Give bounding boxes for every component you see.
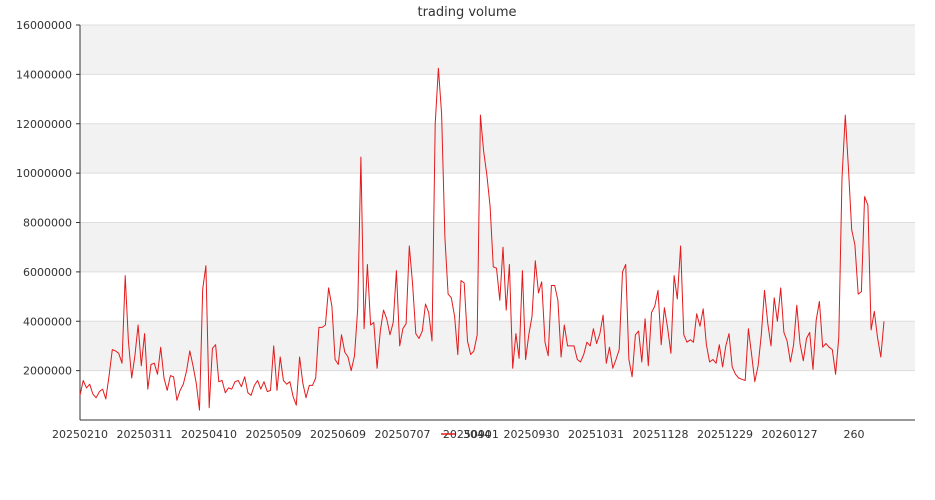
x-tick-label: 20250410 (181, 428, 237, 441)
series-layer (79, 67, 885, 411)
series-line-3044 (79, 67, 885, 411)
x-tick-label: 20251031 (568, 428, 624, 441)
y-tick-label: 8000000 (23, 217, 72, 230)
x-tick-label: 260 (844, 428, 865, 441)
x-tick-label: 20250509 (246, 428, 302, 441)
y-tick-label: 4000000 (23, 315, 72, 328)
y-axis-ticks: 2000000 4000000 6000000 8000000 10000000 1200… (16, 19, 80, 378)
x-tick-label: 20250311 (117, 428, 173, 441)
x-tick-label: 20250210 (52, 428, 108, 441)
x-tick-label: 20250707 (375, 428, 431, 441)
y-tick-label: 16000000 (16, 19, 72, 32)
x-tick-label: 20260127 (762, 428, 818, 441)
x-tick-label: 20251128 (633, 428, 689, 441)
x-axis-ticks: 20250210 20250311 20250410 20250509 20250609… (52, 428, 865, 441)
grid-band (80, 222, 915, 272)
legend-label: 3044 (463, 428, 491, 441)
x-tick-label: 20250609 (310, 428, 366, 441)
grid-band (80, 123, 915, 174)
legend: 3044 (441, 428, 491, 441)
x-tick-label: 20250930 (504, 428, 560, 441)
grid-lines (80, 24, 915, 372)
x-tick-label: 20250901 (443, 428, 499, 441)
x-tick-label: 20251229 (697, 428, 753, 441)
y-tick-label: 12000000 (16, 118, 72, 131)
y-tick-label: 14000000 (16, 68, 72, 81)
grid-band (80, 321, 915, 371)
grid-bands (80, 25, 915, 371)
grid-band (80, 25, 915, 75)
y-tick-label: 10000000 (16, 167, 72, 180)
chart-title: trading volume (417, 5, 516, 20)
y-tick-label: 2000000 (23, 365, 72, 378)
y-tick-label: 6000000 (23, 266, 72, 279)
